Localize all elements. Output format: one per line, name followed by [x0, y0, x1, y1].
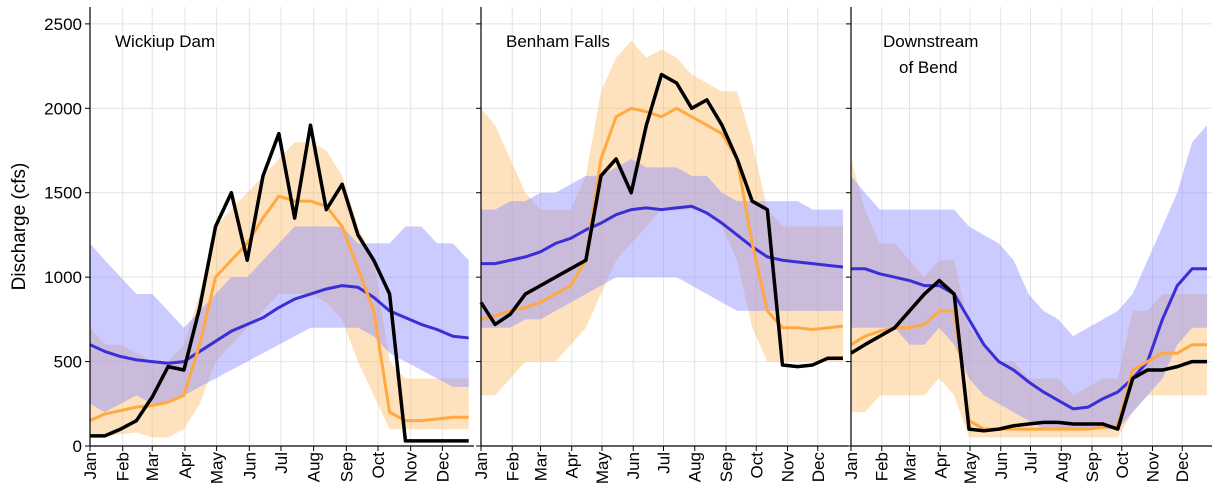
- x-tick-label: Nov: [779, 452, 798, 483]
- y-tick-label: 500: [54, 353, 82, 372]
- x-tick-label: Jul: [272, 452, 291, 474]
- panel-title: of Bend: [899, 58, 958, 77]
- panel-title: Wickiup Dam: [115, 32, 215, 51]
- x-tick-label: Jan: [842, 452, 861, 479]
- panel-title: Benham Falls: [506, 32, 610, 51]
- x-tick-label: Oct: [747, 452, 766, 479]
- x-tick-label: Feb: [114, 452, 133, 481]
- series-line: [850, 278, 1208, 433]
- x-tick-label: May: [208, 452, 227, 485]
- series-line: [481, 204, 844, 269]
- y-tick-label: 1000: [44, 268, 82, 287]
- x-tick-label: Aug: [686, 452, 705, 482]
- x-tick-label: Sep: [337, 452, 356, 482]
- x-tick-label: Jun: [624, 452, 643, 479]
- x-tick-label: Sep: [717, 452, 736, 482]
- x-tick-label: Oct: [1113, 452, 1132, 479]
- series-line: [479, 72, 843, 369]
- x-tick-label: Oct: [369, 452, 388, 479]
- x-tick-label: Jul: [1022, 452, 1041, 474]
- x-tick-label: Mar: [531, 452, 550, 482]
- x-tick-label: Mar: [901, 452, 920, 482]
- x-tick-label: May: [593, 452, 612, 485]
- x-tick-label: Nov: [1143, 452, 1162, 483]
- x-tick-label: Dec: [433, 452, 452, 483]
- x-tick-label: Sep: [1083, 452, 1102, 482]
- x-tick-label: Apr: [931, 452, 950, 479]
- range-band: [851, 158, 1208, 438]
- series-line: [480, 106, 844, 331]
- x-tick-label: Apr: [563, 452, 582, 479]
- y-axis-label: Discharge (cfs): [9, 163, 30, 291]
- series-line: [89, 284, 469, 365]
- x-tick-label: Jun: [992, 452, 1011, 479]
- x-tick-label: Mar: [143, 452, 162, 482]
- x-tick-label: Nov: [402, 452, 421, 483]
- panel-title: Downstream: [883, 32, 978, 51]
- x-tick-label: May: [961, 452, 980, 485]
- x-tick-label: Feb: [503, 452, 522, 481]
- x-tick-label: Jan: [472, 452, 491, 479]
- series-line: [89, 194, 469, 423]
- x-tick-label: Feb: [873, 452, 892, 481]
- series-line: [850, 309, 1208, 431]
- y-tick-label: 2500: [44, 15, 82, 34]
- x-tick-label: Dec: [809, 452, 828, 483]
- series-line: [90, 123, 469, 443]
- y-tick-label: 0: [73, 437, 82, 456]
- x-tick-label: Jan: [81, 452, 100, 479]
- x-tick-label: Dec: [1173, 452, 1192, 483]
- range-band: [851, 125, 1208, 430]
- x-tick-label: Jun: [240, 452, 259, 479]
- x-tick-label: Apr: [176, 452, 195, 479]
- y-tick-label: 2000: [44, 99, 82, 118]
- range-band: [481, 40, 843, 396]
- range-band: [481, 158, 843, 328]
- x-tick-label: Aug: [1052, 452, 1071, 482]
- y-tick-label: 1500: [44, 184, 82, 203]
- x-tick-label: Jul: [654, 452, 673, 474]
- x-tick-label: Aug: [305, 452, 324, 482]
